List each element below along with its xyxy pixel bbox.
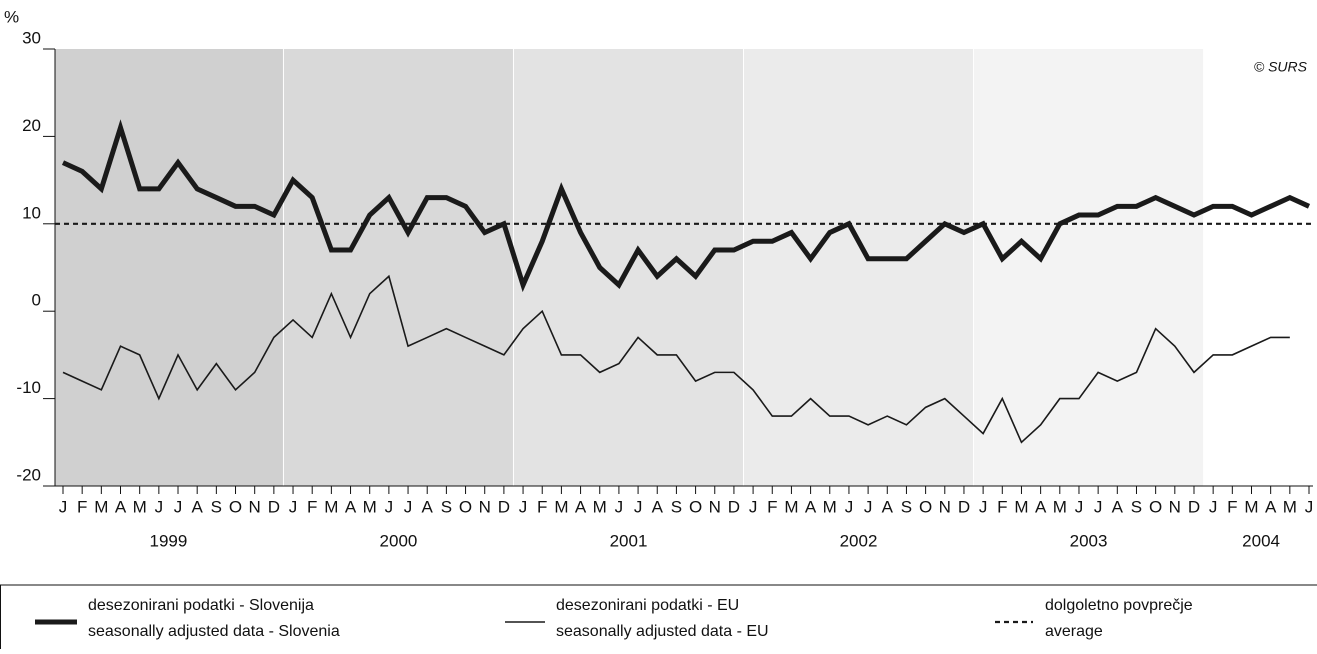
series-line: [61, 119, 1311, 293]
x-tick-label: A: [115, 497, 127, 516]
x-tick-label: J: [1094, 497, 1103, 516]
x-tick-label: A: [422, 497, 434, 516]
x-tick-label: A: [652, 497, 664, 516]
y-tick-label: 0: [32, 291, 41, 310]
x-tick-label: A: [1035, 497, 1047, 516]
legend-label: seasonally adjusted data - EU: [556, 623, 769, 640]
x-tick-label: M: [1014, 497, 1028, 516]
x-tick-label: J: [1305, 497, 1314, 516]
x-tick-label: D: [498, 497, 510, 516]
x-tick-label: A: [805, 497, 817, 516]
x-tick-label: A: [1112, 497, 1124, 516]
x-tick-label: N: [479, 497, 491, 516]
x-tick-label: N: [939, 497, 951, 516]
x-tick-label: O: [689, 497, 702, 516]
x-tick-label: S: [901, 497, 912, 516]
legend-label: average: [1045, 623, 1103, 640]
x-tick-label: M: [554, 497, 568, 516]
x-tick-label: D: [728, 497, 740, 516]
x-tick-label: J: [634, 497, 643, 516]
x-tick-label: J: [155, 497, 164, 516]
x-tick-label: F: [77, 497, 87, 516]
x-tick-label: J: [289, 497, 298, 516]
year-band: [55, 49, 284, 486]
x-tick-label: S: [441, 497, 452, 516]
legend-label: seasonally adjusted data - Slovenia: [88, 623, 340, 640]
x-tick-label: N: [709, 497, 721, 516]
x-tick-label: M: [593, 497, 607, 516]
x-tick-label: A: [1265, 497, 1277, 516]
legend-label: desezonirani podatki - EU: [556, 597, 739, 614]
x-tick-label: M: [324, 497, 338, 516]
legend-label: desezonirani podatki - Slovenija: [88, 597, 314, 614]
x-tick-label: S: [1131, 497, 1142, 516]
series-line: [62, 274, 1290, 444]
x-tick-label: F: [997, 497, 1007, 516]
year-label: 2000: [380, 531, 418, 550]
x-tick-label: J: [1075, 497, 1084, 516]
x-tick-label: O: [459, 497, 472, 516]
x-tick-label: F: [537, 497, 547, 516]
x-tick-label: J: [404, 497, 413, 516]
x-tick-label: A: [345, 497, 357, 516]
x-tick-label: F: [1227, 497, 1237, 516]
x-tick-label: J: [1209, 497, 1218, 516]
x-tick-label: J: [979, 497, 988, 516]
x-tick-label: J: [864, 497, 873, 516]
year-band: [1203, 49, 1313, 486]
x-tick-label: J: [615, 497, 624, 516]
x-tick-label: J: [845, 497, 854, 516]
x-tick-label: N: [1169, 497, 1181, 516]
x-tick-label: M: [1244, 497, 1258, 516]
x-tick-label: M: [94, 497, 108, 516]
x-tick-label: J: [519, 497, 528, 516]
x-tick-label: M: [823, 497, 837, 516]
x-tick-label: D: [1188, 497, 1200, 516]
x-tick-label: O: [229, 497, 242, 516]
x-tick-label: D: [268, 497, 280, 516]
year-label: 2001: [610, 531, 648, 550]
y-tick-label: -10: [16, 378, 41, 397]
x-tick-label: J: [385, 497, 394, 516]
x-tick-label: A: [882, 497, 894, 516]
y-tick-label: 30: [22, 28, 41, 47]
x-tick-label: D: [958, 497, 970, 516]
x-tick-label: O: [1149, 497, 1162, 516]
x-tick-label: F: [307, 497, 317, 516]
x-tick-label: M: [1283, 497, 1297, 516]
x-tick-label: A: [575, 497, 587, 516]
x-tick-label: N: [249, 497, 261, 516]
year-label: 2002: [840, 531, 878, 550]
year-label: 2004: [1242, 531, 1280, 550]
year-band: [743, 49, 974, 486]
x-tick-label: O: [919, 497, 932, 516]
y-tick-label: 20: [22, 116, 41, 135]
y-tick-label: 10: [22, 203, 41, 222]
year-label: 1999: [150, 531, 188, 550]
annotation: © SURS: [1254, 59, 1308, 75]
x-tick-label: A: [192, 497, 204, 516]
x-tick-label: J: [174, 497, 183, 516]
y-tick-label: -20: [16, 465, 41, 484]
x-tick-label: F: [767, 497, 777, 516]
year-label: 2003: [1070, 531, 1108, 550]
year-band: [283, 49, 514, 486]
x-tick-label: J: [59, 497, 68, 516]
legend-label: dolgoletno povprečje: [1045, 597, 1193, 614]
x-tick-label: M: [133, 497, 147, 516]
x-tick-label: M: [784, 497, 798, 516]
x-tick-label: M: [1053, 497, 1067, 516]
y-axis-label: %: [4, 7, 19, 26]
x-tick-label: M: [363, 497, 377, 516]
year-band: [973, 49, 1204, 486]
x-tick-label: S: [671, 497, 682, 516]
x-tick-label: S: [211, 497, 222, 516]
x-tick-label: J: [749, 497, 758, 516]
